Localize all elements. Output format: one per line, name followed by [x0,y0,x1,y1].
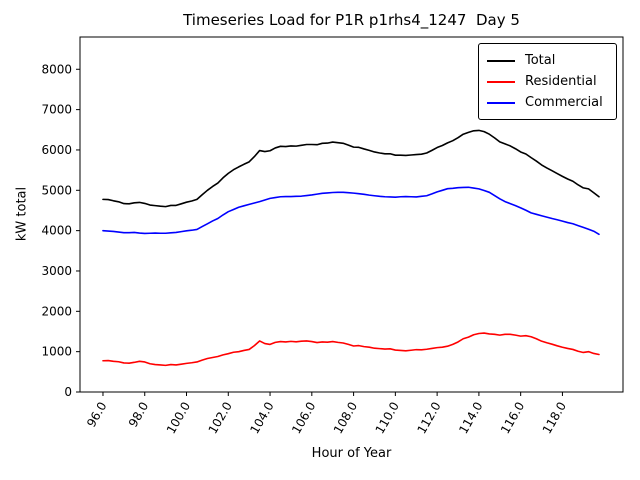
x-tick-label: 98.0 [126,400,151,430]
chart-title: Timeseries Load for P1R p1rhs4_1247 Day … [183,11,520,29]
y-tick-label: 1000 [41,345,72,359]
y-tick-label: 4000 [41,224,72,238]
legend: Total Residential Commercial [478,43,617,120]
legend-item-total: Total [487,50,608,71]
legend-label-commercial: Commercial [525,95,603,110]
series-commercial-line [102,186,600,236]
y-tick-label: 8000 [41,62,72,76]
y-tick-label: 3000 [41,264,72,278]
commercial-line-swatch [487,101,515,104]
y-tick-label: 5000 [41,183,72,197]
x-tick-label: 100.0 [164,400,193,437]
y-axis-label: kW total [14,186,30,242]
legend-label-residential: Residential [525,74,597,89]
series-total-line [102,129,600,208]
x-tick-label: 96.0 [84,400,109,430]
x-tick-label: 106.0 [289,400,318,437]
x-tick-label: 116.0 [498,400,527,437]
x-tick-label: 108.0 [331,400,360,437]
series-residential-line [102,332,600,367]
axes-spines [79,36,624,393]
x-tick-label: 102.0 [206,400,235,437]
legend-item-commercial: Commercial [487,92,608,113]
x-tick-label: 118.0 [540,400,569,437]
legend-item-residential: Residential [487,71,608,92]
y-tick-label: 7000 [41,103,72,117]
x-axis-label: Hour of Year [311,446,392,461]
x-tick-label: 114.0 [456,400,485,437]
x-tick-label: 110.0 [373,400,402,437]
residential-line-swatch [487,80,515,83]
x-tick-label: 112.0 [414,400,443,437]
legend-label-total: Total [525,53,556,68]
y-tick-label: 2000 [41,304,72,318]
total-line-swatch [487,59,515,62]
y-tick-label: 0 [64,385,72,399]
x-tick-label: 104.0 [247,400,276,437]
y-tick-label: 6000 [41,143,72,157]
